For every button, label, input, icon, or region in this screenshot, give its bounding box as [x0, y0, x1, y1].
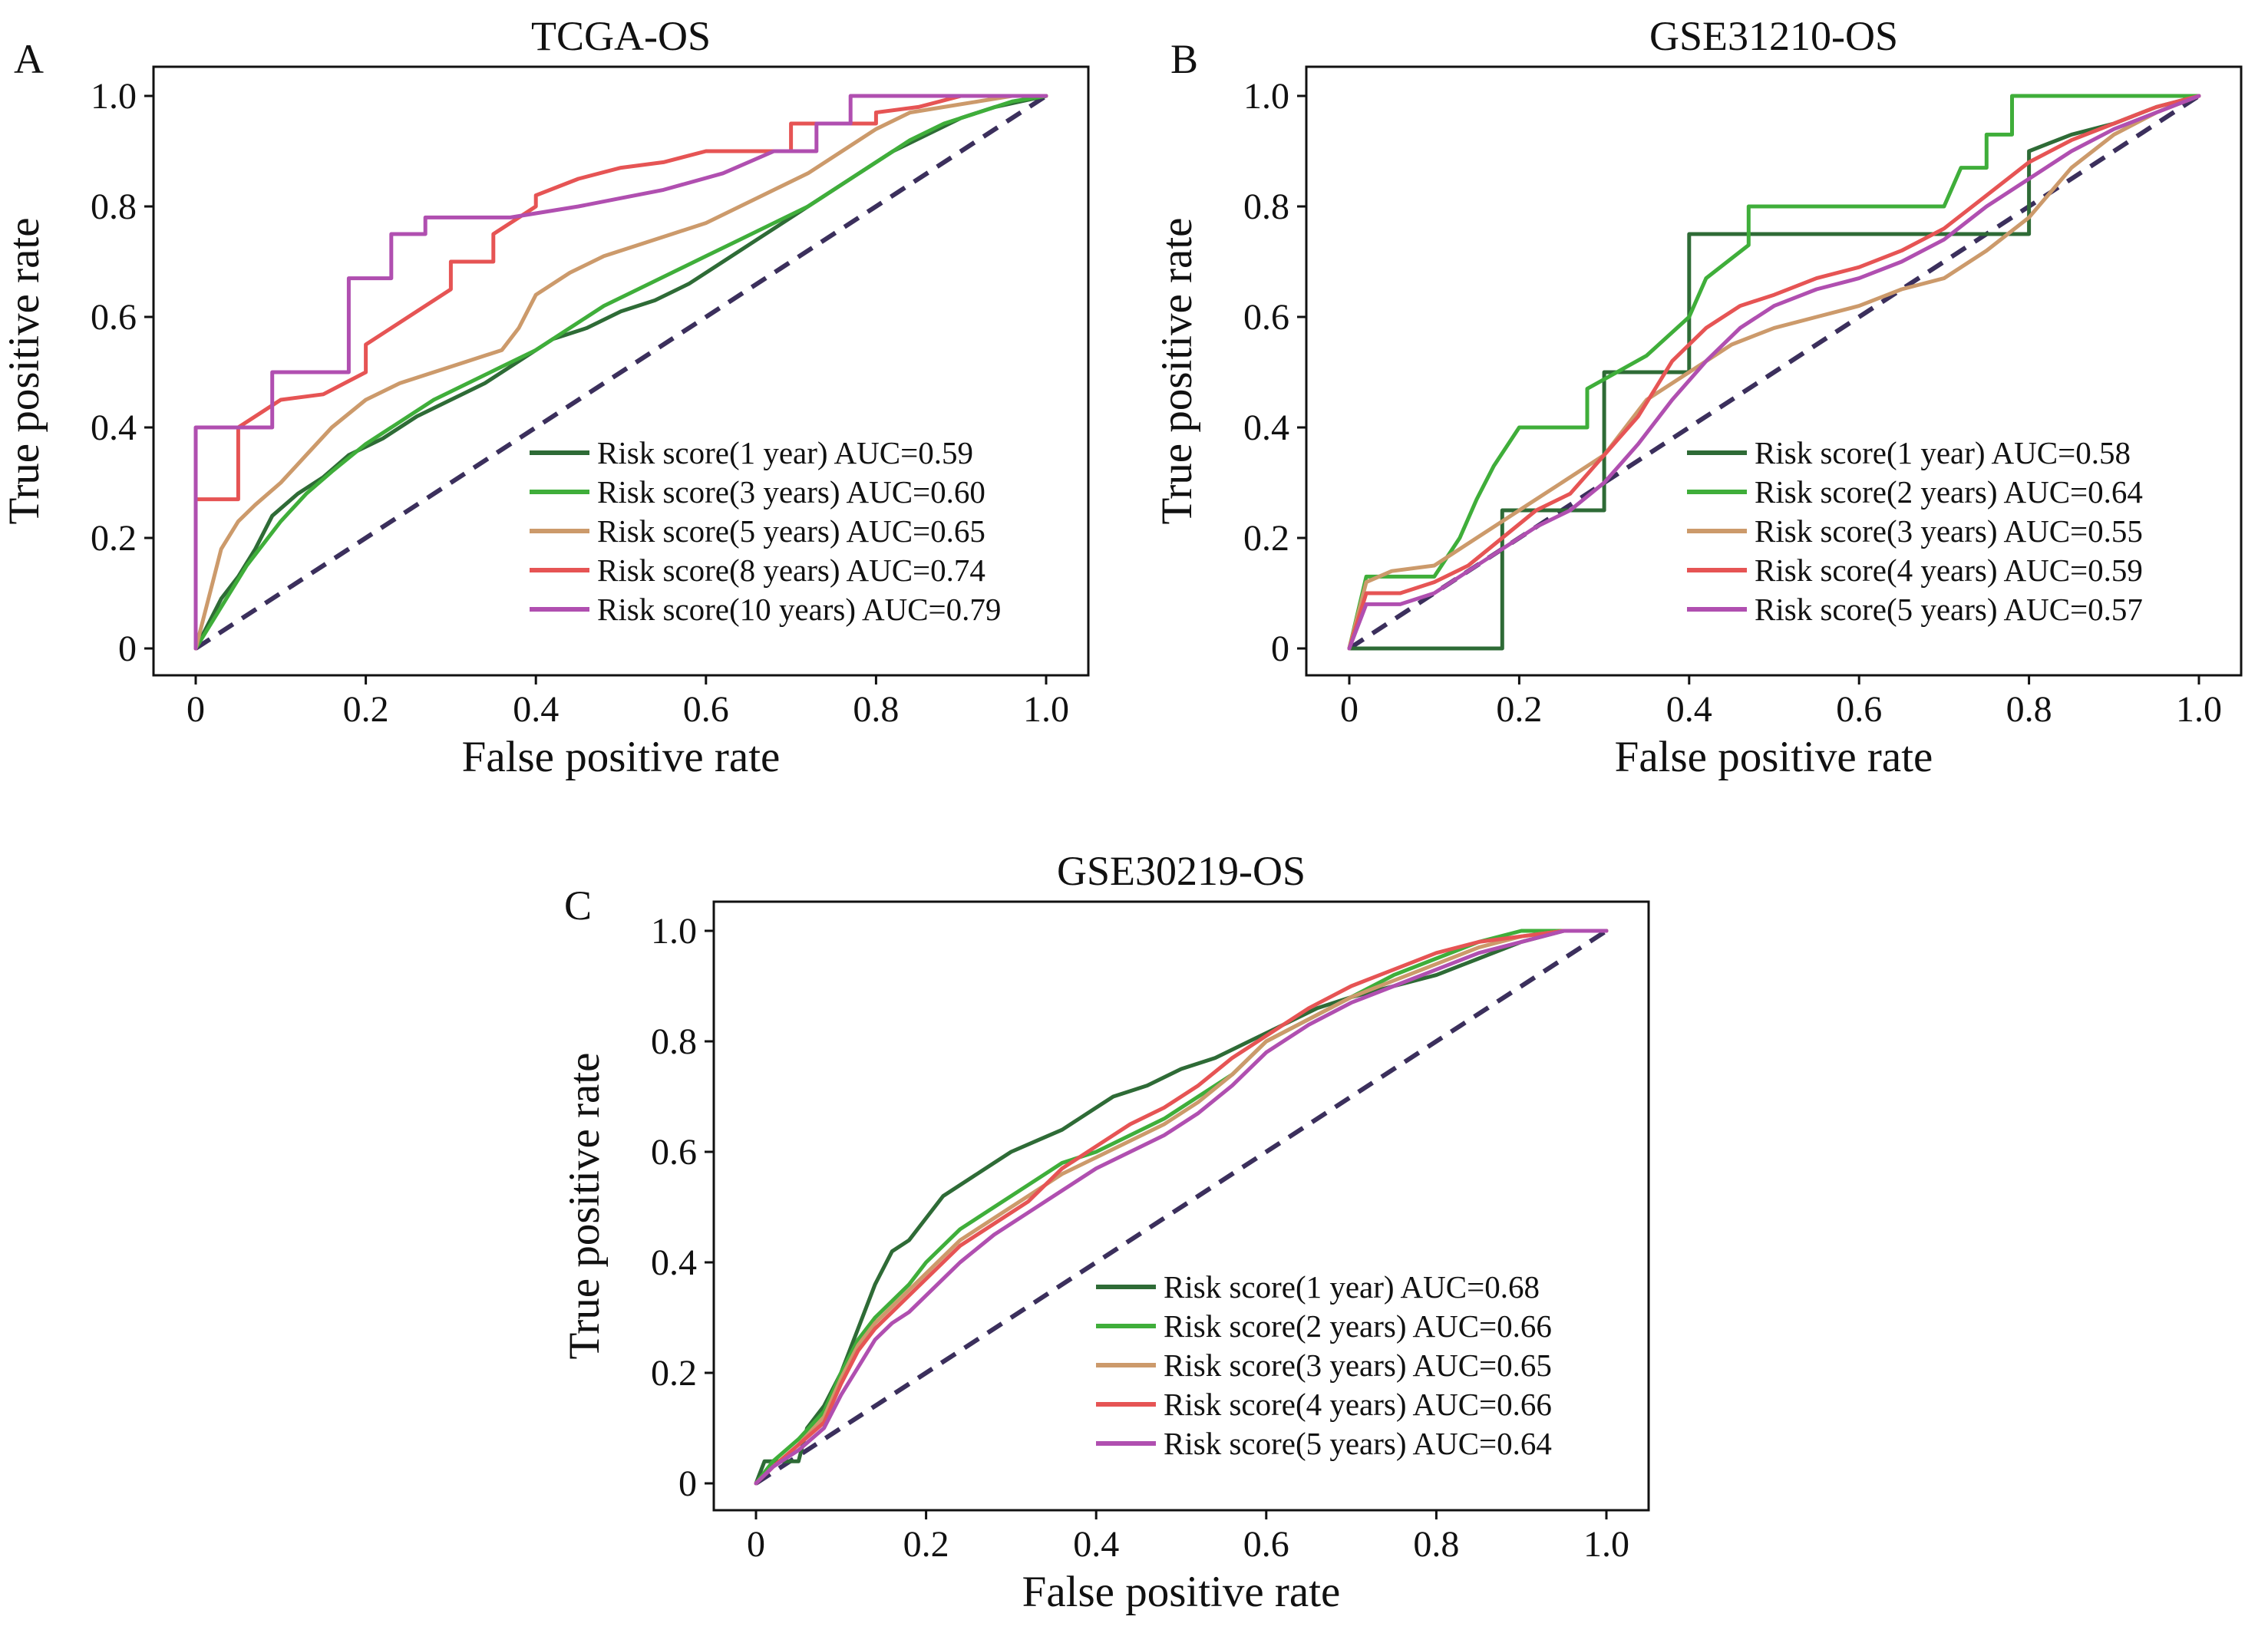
y-tick-label-0: 0 — [1271, 628, 1289, 669]
legend-label-10-years: Risk score(10 years) AUC=0.79 — [597, 592, 1001, 627]
y-tick-label-0-2: 0.2 — [1243, 518, 1289, 559]
x-tick-label-0: 0 — [1340, 689, 1358, 730]
x-tick-label-0-8: 0.8 — [1413, 1524, 1459, 1565]
panel-a-roc-chart: A TCGA-OS 0 0.2 0.4 0.6 0.8 1.0 0 0.2 0.4 0.6 0.8 1.… — [0, 13, 1090, 781]
roc-curve-5-years — [193, 94, 1048, 651]
roc-curve-8-years — [193, 94, 1048, 651]
roc-curve-3-years — [754, 929, 1609, 1486]
legend-label-3-years: Risk score(3 years) AUC=0.55 — [1755, 513, 2143, 549]
y-tick-label-1-0: 1.0 — [1243, 76, 1289, 117]
legend-label-4-years: Risk score(4 years) AUC=0.59 — [1755, 553, 2143, 588]
x-tick-label-1-0: 1.0 — [1583, 1524, 1629, 1565]
roc-curve-5-years — [754, 929, 1609, 1486]
roc-curve-4-years — [1347, 94, 2201, 651]
panel-c-roc-chart: C GSE30219-OS 0 0.2 0.4 0.6 0.8 1.0 0 0.2 0.4 0.6 0… — [560, 848, 1650, 1616]
roc-curve-2-years — [1347, 94, 2201, 651]
x-tick-label-0-4: 0.4 — [1666, 689, 1712, 730]
roc-curve-3-years — [193, 94, 1048, 651]
x-tick-label-0-4: 0.4 — [513, 689, 559, 730]
roc-curve-4-years — [754, 929, 1609, 1486]
panel-label-c: C — [564, 882, 592, 929]
legend-label-8-years: Risk score(8 years) AUC=0.74 — [597, 553, 985, 588]
y-tick-label-0-8: 0.8 — [91, 186, 137, 227]
y-axis-label: True positive rate — [0, 217, 48, 524]
y-tick-label-0: 0 — [118, 628, 137, 669]
legend-label-3-years: Risk score(3 years) AUC=0.60 — [597, 474, 985, 510]
y-tick-label-0: 0 — [678, 1463, 697, 1504]
panel-b-roc-chart: B GSE31210-OS 0 0.2 0.4 0.6 0.8 1.0 0 0.2 0.4 0.6 0… — [1153, 13, 2243, 781]
y-tick-label-0-6: 0.6 — [651, 1132, 697, 1173]
roc-curve-5-years — [1347, 94, 2201, 651]
x-tick-label-0-6: 0.6 — [683, 689, 729, 730]
x-tick-label-0-6: 0.6 — [1836, 689, 1882, 730]
legend-label-5-years: Risk score(5 years) AUC=0.65 — [597, 513, 985, 549]
legend-label-1-year: Risk score(1 year) AUC=0.68 — [1164, 1269, 1540, 1305]
legend-label-4-years: Risk score(4 years) AUC=0.66 — [1164, 1387, 1552, 1422]
y-tick-label-0-4: 0.4 — [1243, 407, 1289, 448]
roc-curve-3-years — [1347, 94, 2201, 651]
x-tick-label-0-2: 0.2 — [1496, 689, 1542, 730]
x-tick-label-0-2: 0.2 — [903, 1524, 949, 1565]
chart-title: TCGA-OS — [531, 13, 711, 59]
y-tick-label-0-4: 0.4 — [651, 1242, 697, 1283]
y-tick-label-0-4: 0.4 — [91, 407, 137, 448]
x-axis-label: False positive rate — [1022, 1568, 1341, 1616]
y-tick-label-0-2: 0.2 — [91, 518, 137, 559]
legend-label-5-years: Risk score(5 years) AUC=0.57 — [1755, 592, 2143, 627]
reference-diagonal-line — [194, 94, 1048, 651]
x-tick-label-0-6: 0.6 — [1243, 1524, 1289, 1565]
panel-label-a: A — [14, 36, 44, 82]
legend-label-2-years: Risk score(2 years) AUC=0.66 — [1164, 1308, 1552, 1344]
chart-title: GSE30219-OS — [1057, 848, 1306, 894]
y-tick-label-0-8: 0.8 — [1243, 186, 1289, 227]
x-tick-label-0: 0 — [747, 1524, 765, 1565]
x-tick-label-0-8: 0.8 — [853, 689, 899, 730]
panel-label-b: B — [1170, 36, 1198, 82]
y-tick-label-0-8: 0.8 — [651, 1021, 697, 1062]
y-tick-label-1-0: 1.0 — [651, 911, 697, 952]
x-axis-label: False positive rate — [1615, 733, 1933, 781]
y-tick-label-1-0: 1.0 — [91, 76, 137, 117]
legend-label-1-year: Risk score(1 year) AUC=0.58 — [1755, 435, 2131, 470]
x-tick-label-0: 0 — [187, 689, 205, 730]
x-tick-label-1-0: 1.0 — [1023, 689, 1069, 730]
reference-diagonal-line — [754, 929, 1608, 1486]
legend-label-5-years: Risk score(5 years) AUC=0.64 — [1164, 1426, 1552, 1461]
x-tick-label-0-4: 0.4 — [1073, 1524, 1119, 1565]
plot-frame — [712, 900, 1650, 1512]
y-axis-label: True positive rate — [560, 1052, 609, 1359]
legend-label-3-years: Risk score(3 years) AUC=0.65 — [1164, 1348, 1552, 1383]
x-tick-label-0-2: 0.2 — [343, 689, 389, 730]
x-tick-label-0-8: 0.8 — [2006, 689, 2052, 730]
y-axis-label: True positive rate — [1153, 217, 1201, 524]
roc-curve-1-year — [1347, 94, 2201, 651]
y-tick-label-0-2: 0.2 — [651, 1353, 697, 1394]
plot-frame — [152, 65, 1090, 677]
x-tick-label-1-0: 1.0 — [2176, 689, 2222, 730]
legend-label-1-year: Risk score(1 year) AUC=0.59 — [597, 435, 973, 470]
roc-curve-10-years — [193, 94, 1048, 651]
legend-label-2-years: Risk score(2 years) AUC=0.64 — [1755, 474, 2143, 510]
y-tick-label-0-6: 0.6 — [1243, 297, 1289, 338]
chart-title: GSE31210-OS — [1649, 13, 1898, 59]
plot-frame — [1305, 65, 2243, 677]
y-tick-label-0-6: 0.6 — [91, 297, 137, 338]
x-axis-label: False positive rate — [462, 733, 781, 781]
